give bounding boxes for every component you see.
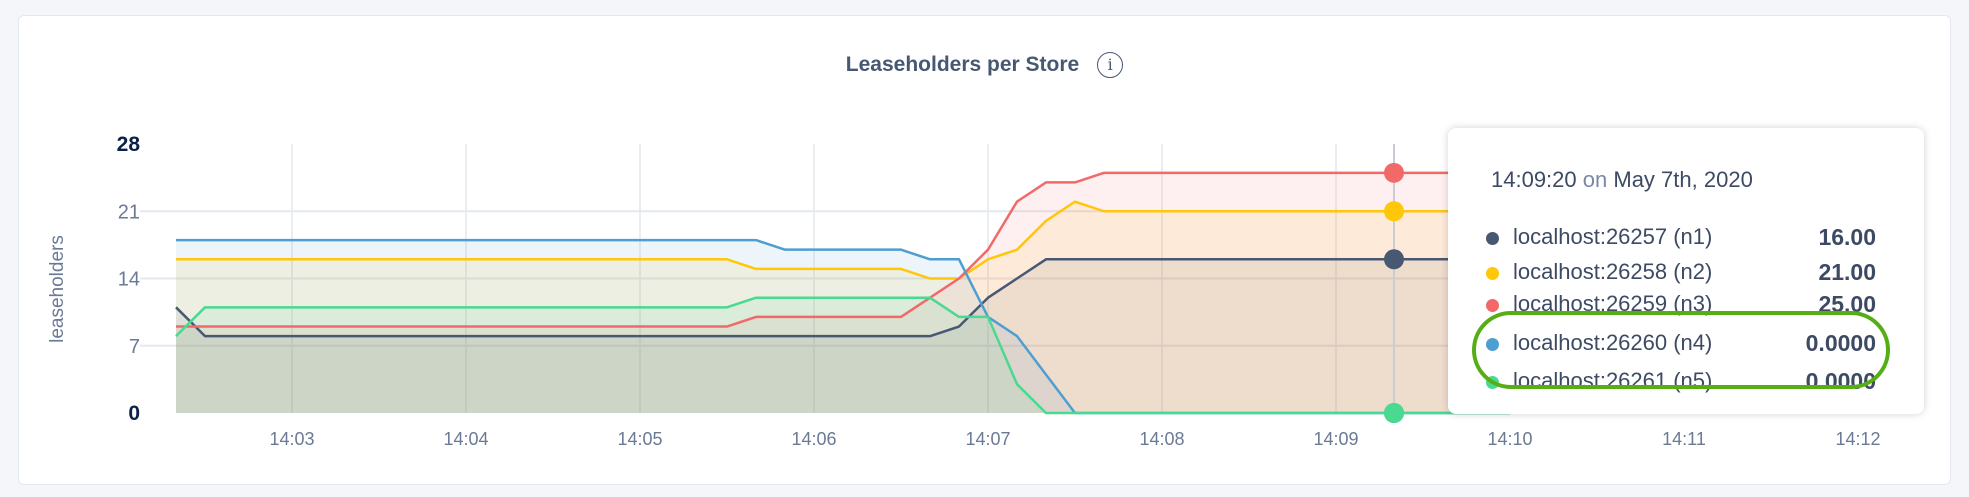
x-tick-label: 14:06	[791, 429, 836, 449]
tooltip-series-value: 16.00	[1818, 224, 1876, 250]
highlight-annotation	[1472, 311, 1890, 389]
x-tick-label: 14:05	[617, 429, 662, 449]
tooltip-series-label: localhost:26260 (n4)	[1513, 330, 1713, 355]
x-tick-label: 14:03	[269, 429, 314, 449]
y-axis-label: leaseholders	[47, 235, 68, 343]
hover-point-marker	[1384, 403, 1404, 423]
hover-point-marker	[1384, 249, 1404, 270]
chart-tooltip: 14:09:20 on May 7th, 2020 localhost:2625…	[1448, 128, 1924, 414]
x-tick-label: 14:10	[1487, 429, 1532, 449]
hover-point-marker	[1384, 201, 1404, 222]
series-line	[176, 171, 1510, 328]
x-tick-label: 14:09	[1313, 429, 1358, 449]
series-line	[176, 200, 1510, 280]
x-tick-label: 14:12	[1835, 429, 1880, 449]
series-area	[176, 201, 1510, 413]
series-dot-icon	[1486, 267, 1499, 280]
x-tick-label: 14:07	[965, 429, 1010, 449]
tooltip-series-label: localhost:26257 (n1)	[1513, 224, 1713, 249]
tooltip-row: localhost:26258 (n2) 21.00	[1486, 259, 1876, 289]
series-dot-icon	[1486, 299, 1499, 312]
tooltip-series-value: 21.00	[1818, 259, 1876, 285]
y-tick-label: 7	[129, 336, 140, 358]
tooltip-row: localhost:26257 (n1) 16.00	[1486, 224, 1876, 254]
series-line	[175, 258, 1510, 338]
tooltip-series-label: localhost:26258 (n2)	[1513, 259, 1713, 284]
series-dot-icon	[1486, 232, 1499, 245]
y-tick-label: 21	[118, 201, 140, 223]
x-tick-label: 14:08	[1139, 429, 1184, 449]
x-tick-label: 14:04	[443, 429, 488, 449]
y-tick-label: 28	[117, 133, 141, 156]
y-tick-label: 0	[128, 402, 140, 425]
tooltip-timestamp: 14:09:20 on May 7th, 2020	[1491, 167, 1753, 192]
hover-point-marker	[1384, 162, 1404, 183]
series-area	[176, 172, 1510, 413]
chart-title: Leaseholders per Store i	[0, 52, 1969, 78]
chart-title-text: Leaseholders per Store	[845, 53, 1080, 76]
y-tick-label: 14	[118, 269, 140, 291]
x-tick-label: 14:11	[1662, 429, 1706, 449]
series-line	[176, 238, 1510, 415]
series-line	[175, 296, 1510, 415]
series-area	[176, 240, 1510, 413]
info-circle-icon[interactable]: i	[1097, 52, 1124, 78]
